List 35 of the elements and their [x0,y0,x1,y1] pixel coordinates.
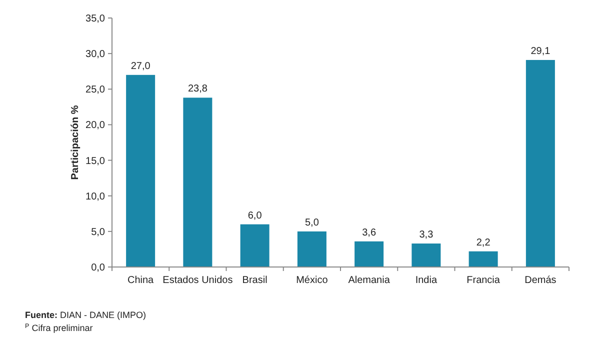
y-tick-label: 0,0 [91,262,106,274]
data-label: 6,0 [248,210,262,222]
x-tick-label: Francia [466,275,500,286]
bar [183,98,212,267]
bar [126,74,156,267]
bar [297,231,326,267]
x-tick-label: India [415,275,438,286]
data-label: 29,1 [530,46,551,57]
bar [354,241,384,267]
data-label: 3,6 [362,227,376,238]
data-label: 23,8 [188,84,208,95]
x-tick-label: Brasil [242,275,268,286]
source-note: Fuente: DIAN - DANE (IMPO) [25,310,146,320]
bar [468,251,498,267]
x-tick-label: Alemania [348,275,390,286]
y-axis-title: Participación % [70,105,81,180]
y-tick-label: 15,0 [86,156,106,167]
x-tick-label: Demás [524,275,556,286]
data-label: 3,3 [419,230,434,241]
y-tick-label: 30,0 [86,49,106,60]
x-tick-label: México [296,275,328,286]
y-tick-label: 10,0 [86,191,106,202]
y-tick-label: 5,0 [91,226,106,238]
y-tick-label: 25,0 [86,84,106,96]
y-tick-label: 35,0 [86,14,106,24]
bar [412,244,441,267]
data-label: 27,0 [130,60,151,72]
y-tick-label: 20,0 [86,120,106,132]
x-tick-label: China [127,275,154,286]
bar [526,60,555,267]
x-tick-label: Estados Unidos [162,275,233,286]
data-label: 2,2 [476,237,491,248]
text: $^{P}$ Cifra preliminar [25,322,93,333]
bar [240,224,270,267]
data-label: 5,0 [304,217,320,228]
